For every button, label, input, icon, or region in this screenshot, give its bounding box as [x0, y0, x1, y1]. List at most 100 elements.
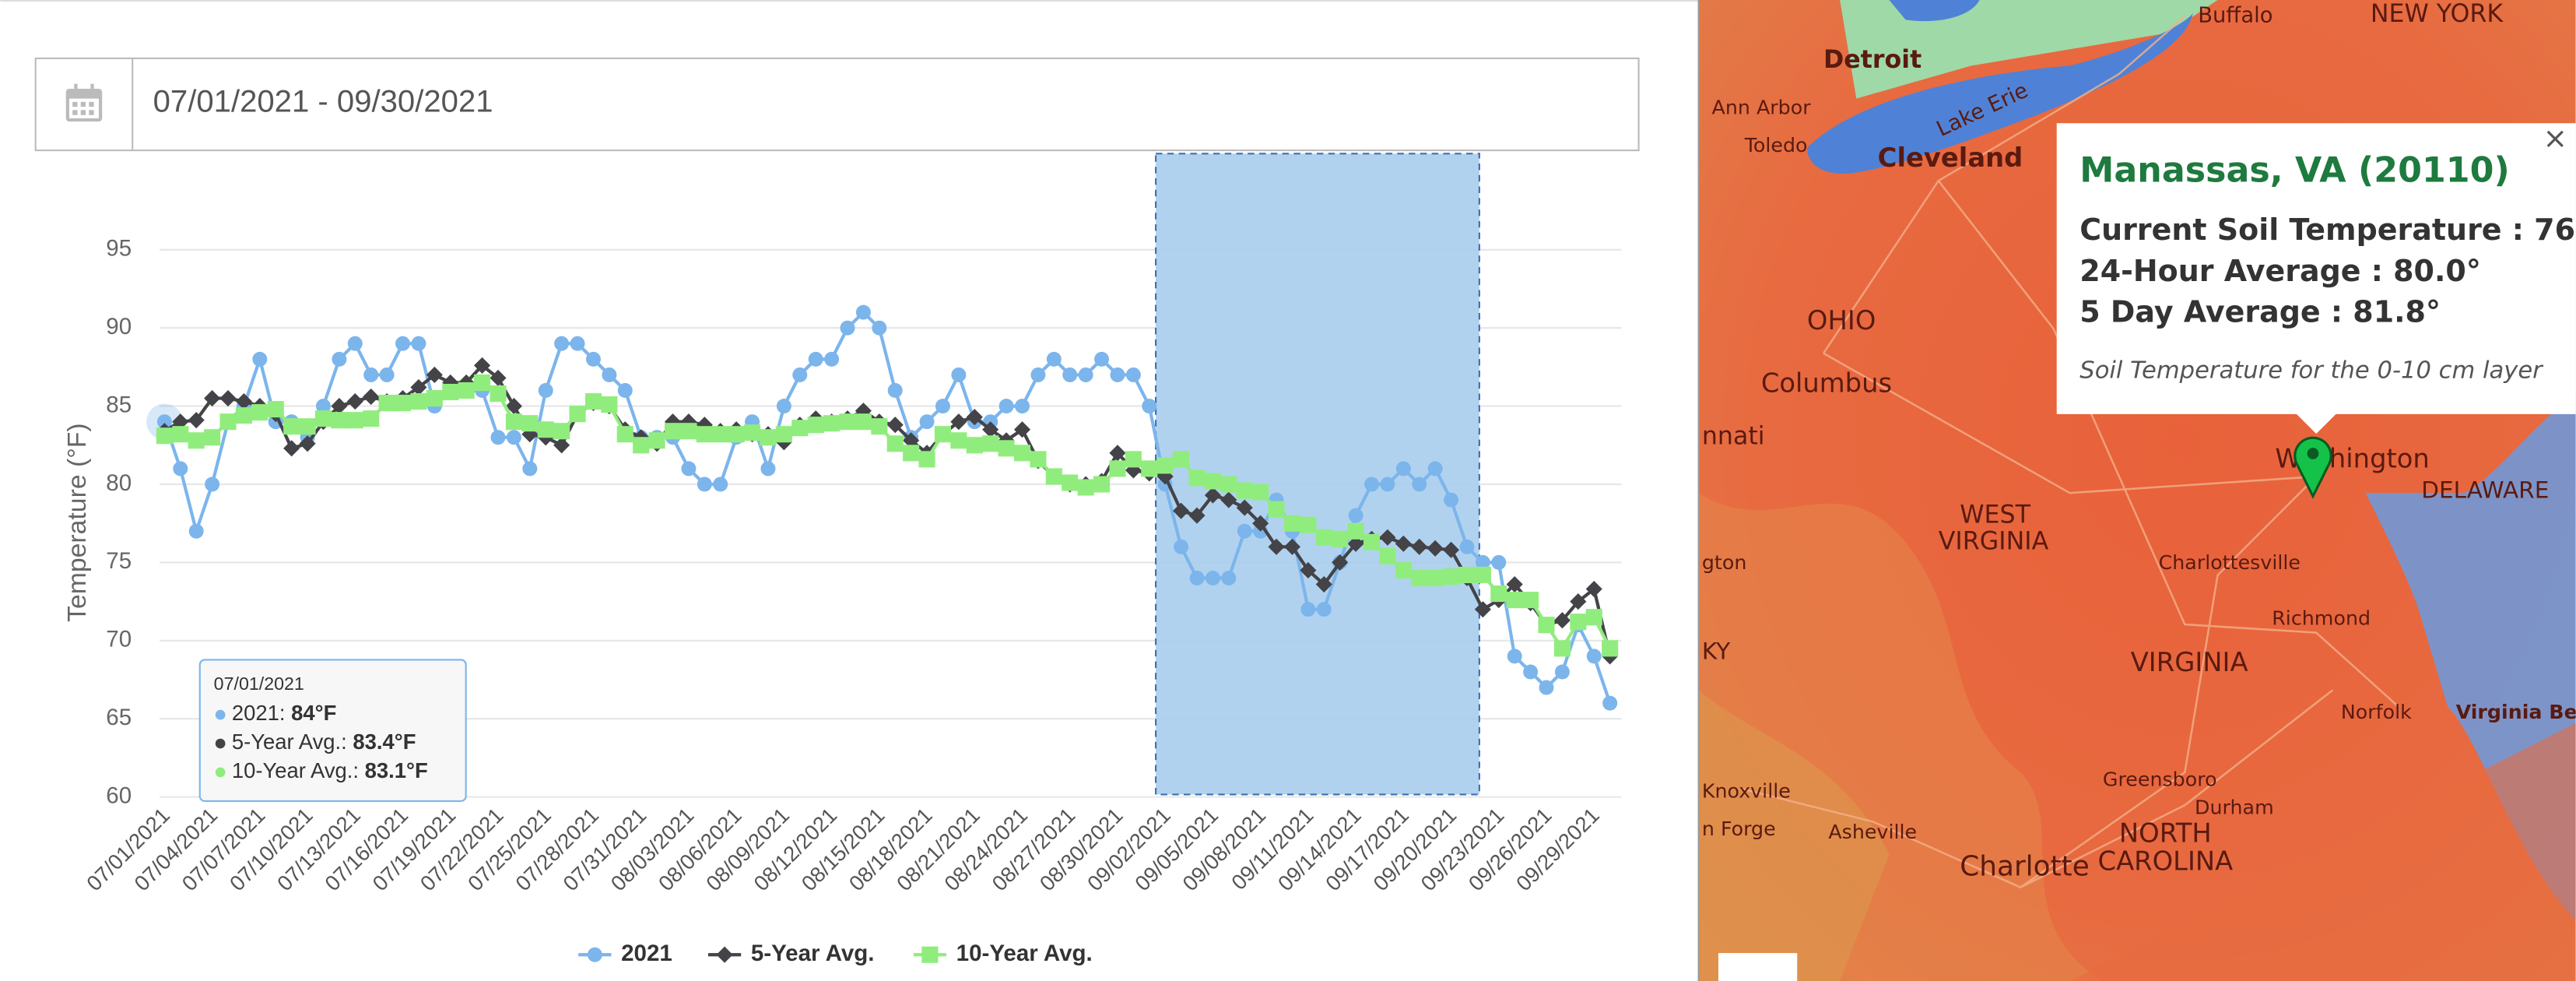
point — [1315, 529, 1332, 546]
point — [1474, 566, 1491, 584]
point — [617, 383, 633, 399]
point — [1427, 569, 1444, 587]
point — [1077, 479, 1094, 496]
popup-note: Soil Temperature for the 0-10 cm layer — [2079, 357, 2544, 384]
point — [1395, 461, 1411, 476]
map-pin[interactable] — [2293, 436, 2332, 499]
popup-line: 24-Hour Average : 80.0° — [2079, 254, 2481, 288]
map-label: KY — [1702, 638, 1731, 664]
y-axis-title: Temperature (°F) — [62, 423, 92, 621]
point — [395, 336, 411, 351]
date-picker[interactable]: 07/01/2021 - 09/30/2021 — [34, 57, 1640, 152]
point — [505, 413, 522, 431]
tooltip-box — [198, 659, 467, 802]
point — [411, 336, 426, 351]
legend-label[interactable]: 2021 — [621, 941, 672, 966]
map-label: Knoxville — [1702, 779, 1791, 802]
point — [1188, 469, 1206, 487]
point — [1142, 399, 1157, 414]
y-tick-label: 70 — [106, 627, 132, 652]
map-label: n Forge — [1702, 817, 1776, 840]
roads — [1741, 16, 2399, 889]
fullscreen-button[interactable] — [1718, 953, 1798, 981]
point — [537, 421, 554, 438]
point — [156, 414, 172, 430]
map-label: Buffalo — [2198, 4, 2272, 28]
point — [442, 383, 459, 401]
point — [570, 336, 585, 351]
point — [1458, 566, 1476, 584]
map-label: nnati — [1702, 422, 1765, 450]
point — [1268, 501, 1285, 518]
tooltip-label: 5-Year Avg.: — [232, 730, 347, 754]
point — [1586, 649, 1602, 664]
map-label: Durham — [2195, 795, 2274, 818]
map-label: Richmond — [2272, 607, 2371, 630]
point — [1283, 515, 1301, 532]
tooltip-label: 2021: — [232, 701, 286, 725]
popup: Manassas, VA (20110) Current Soil Temper… — [2056, 123, 2576, 434]
point — [633, 437, 650, 454]
point — [172, 426, 189, 443]
point — [1506, 575, 1523, 593]
point — [681, 461, 697, 476]
point — [935, 399, 950, 414]
point — [934, 426, 952, 443]
map-labels: Detroit Buffalo NEW YORK Ann Arbor Toledo Cle… — [1702, 0, 2576, 882]
point — [855, 413, 872, 431]
popup-close[interactable] — [2546, 130, 2564, 147]
point — [728, 426, 745, 443]
date-input[interactable] — [34, 57, 1640, 152]
calendar-icon[interactable] — [65, 83, 103, 122]
point — [1506, 592, 1523, 609]
point — [1237, 523, 1252, 539]
point — [982, 435, 999, 452]
point — [616, 426, 633, 443]
tooltip-label: 10-Year Avg.: — [232, 758, 359, 782]
point — [1062, 474, 1079, 491]
point — [1315, 575, 1332, 593]
point — [332, 351, 347, 367]
point — [839, 413, 856, 431]
point — [918, 451, 935, 468]
point — [1427, 461, 1443, 476]
point — [1045, 468, 1062, 485]
point — [251, 404, 268, 421]
point — [299, 435, 316, 452]
point — [1110, 367, 1125, 382]
point — [410, 393, 427, 410]
point — [521, 415, 539, 432]
point — [156, 427, 173, 445]
point — [1093, 476, 1111, 493]
map-label: Charlotte — [1960, 850, 2090, 882]
point — [1015, 399, 1030, 414]
point — [1030, 451, 1047, 468]
legend-label[interactable]: 5-Year Avg. — [751, 941, 875, 966]
lake-erie — [1806, 12, 2193, 174]
point — [950, 432, 967, 449]
tooltip-date: 07/01/2021 — [214, 673, 304, 694]
point — [1585, 580, 1602, 598]
point — [1205, 570, 1220, 585]
point — [1268, 538, 1285, 555]
point — [173, 461, 188, 476]
point — [314, 410, 332, 427]
map[interactable]: Detroit Buffalo NEW YORK Ann Arbor Toledo Cle… — [1698, 0, 2576, 981]
y-tick-label: 60 — [106, 782, 132, 808]
map-label: Norfolk — [2341, 700, 2412, 723]
point — [331, 412, 348, 429]
point — [1030, 367, 1046, 382]
terrain — [1698, 493, 2103, 981]
point — [1602, 640, 1619, 657]
point — [1539, 680, 1554, 695]
point — [188, 432, 205, 449]
map-label: Toledo — [1744, 133, 1808, 156]
point — [188, 523, 204, 539]
tooltip-spacer — [347, 730, 353, 754]
map-label: Columbus — [1761, 367, 1892, 398]
point — [807, 417, 824, 434]
point — [886, 435, 904, 452]
tooltip-bullet — [215, 767, 226, 778]
point — [1538, 617, 1555, 634]
legend-label[interactable]: 10-Year Avg. — [956, 941, 1093, 966]
